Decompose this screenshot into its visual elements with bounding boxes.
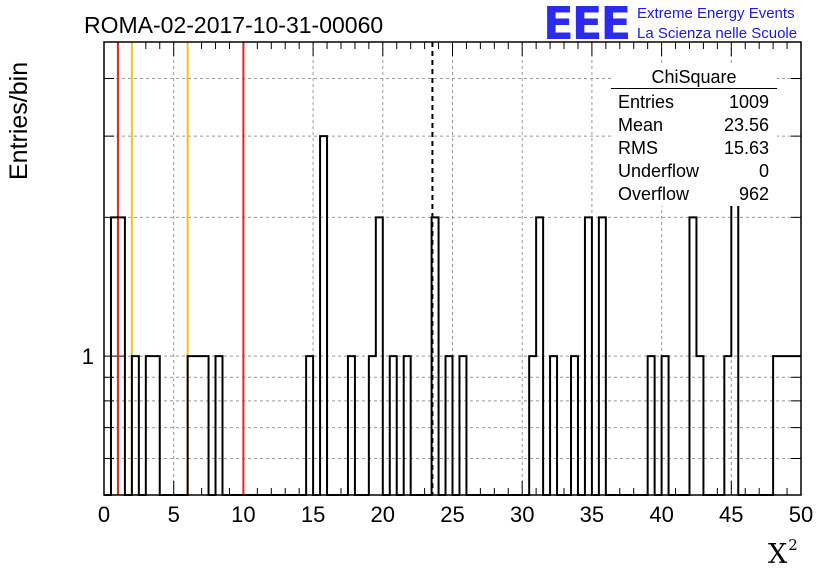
x-tick-label: 15 <box>301 502 325 527</box>
stats-row: Entries 1009 <box>611 91 777 114</box>
logo-line-1: Extreme Energy Events <box>637 5 795 22</box>
x-tick-label: 35 <box>580 502 604 527</box>
y-tick-label: 1 <box>82 344 94 369</box>
stats-row: RMS 15.63 <box>611 137 777 160</box>
stats-value: 962 <box>738 184 769 204</box>
x-tick-label: 5 <box>168 502 180 527</box>
x-axis-label-sup: 2 <box>788 536 798 554</box>
x-tick-label: 25 <box>440 502 464 527</box>
stats-title: ChiSquare <box>611 66 777 89</box>
stats-label: RMS <box>618 138 658 158</box>
x-tick-label: 40 <box>649 502 673 527</box>
stats-value: 23.56 <box>723 115 769 135</box>
logo-line-2: La Scienza nelle Scuole <box>637 25 798 42</box>
stats-value: 0 <box>758 161 769 181</box>
stats-label: Underflow <box>618 161 700 181</box>
stats-row: Mean 23.56 <box>611 114 777 137</box>
chart-title: ROMA-02-2017-10-31-00060 <box>84 12 384 38</box>
x-tick-label: 0 <box>98 502 110 527</box>
stats-label: Mean <box>618 115 664 135</box>
stats-box: ChiSquare Entries 1009 Mean 23.56 RMS 15… <box>611 66 777 206</box>
histogram-bin <box>320 136 327 495</box>
x-axis-label: X2 <box>768 536 798 570</box>
x-tick-label: 10 <box>231 502 255 527</box>
stats-label: Entries <box>618 92 675 112</box>
eee-logo: EEE <box>543 0 631 50</box>
x-tick-label: 45 <box>719 502 743 527</box>
stats-value: 15.63 <box>723 138 769 158</box>
stats-row: Overflow 962 <box>611 183 777 206</box>
x-tick-label: 50 <box>789 502 813 527</box>
plot-frame <box>103 41 802 496</box>
stats-value: 1009 <box>728 92 769 112</box>
stats-label: Overflow <box>618 184 690 204</box>
x-tick-label: 20 <box>371 502 395 527</box>
x-axis-label-base: X <box>768 539 788 570</box>
x-tick-label: 30 <box>510 502 534 527</box>
stats-row: Underflow 0 <box>611 160 777 183</box>
